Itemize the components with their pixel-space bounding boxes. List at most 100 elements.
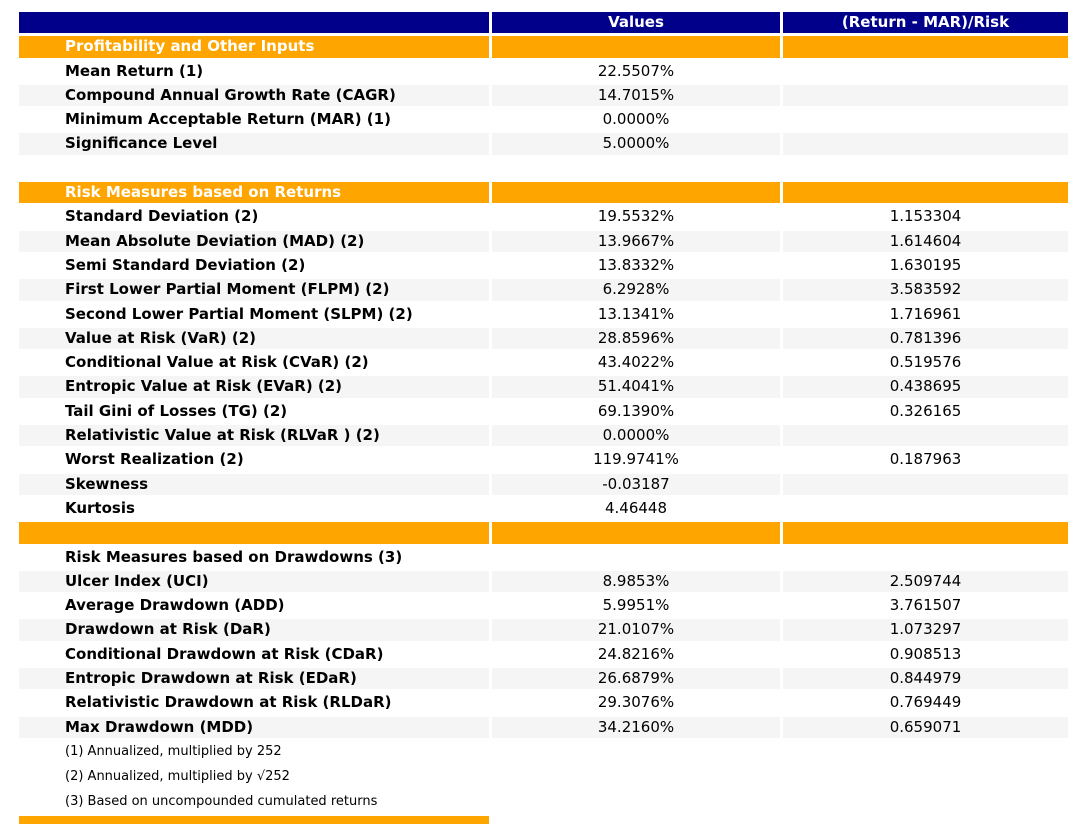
metric-value: 24.8216% xyxy=(597,644,675,663)
metric-value: 21.0107% xyxy=(492,619,780,641)
metric-value: 0.0000% xyxy=(492,425,780,447)
metric-ratio xyxy=(783,498,1068,519)
data-row: Max Drawdown (MDD) 34.2160% 0.659071 xyxy=(19,716,1068,738)
data-row: Semi Standard Deviation (2) 13.8332% 1.630… xyxy=(19,255,1068,276)
metric-ratio: 1.716961 xyxy=(889,304,962,323)
metric-value: 13.1341% xyxy=(597,304,675,323)
data-row: Value at Risk (VaR) (2) 28.8596% 0.781396 xyxy=(19,327,1068,350)
metric-label: Minimum Acceptable Return (MAR) (1) xyxy=(65,110,391,129)
empty-cell xyxy=(783,547,1068,568)
metric-label: Kurtosis xyxy=(65,498,135,517)
metric-ratio: 1.073297 xyxy=(783,619,1068,641)
section-fill xyxy=(783,182,1068,204)
metric-label: Second Lower Partial Moment (SLPM) (2) xyxy=(65,304,413,323)
metric-label: Value at Risk (VaR) (2) xyxy=(19,327,489,350)
metric-value: 119.9741% xyxy=(593,450,679,469)
data-row: Ulcer Index (UCI) 8.9853% 2.509744 xyxy=(19,570,1068,593)
metric-ratio xyxy=(783,109,1068,130)
data-row: Tail Gini of Losses (TG) (2) 69.1390% 0.32… xyxy=(19,401,1068,422)
metric-ratio: 0.908513 xyxy=(889,644,962,663)
subsection-header-row: Risk Measures based on Drawdowns (3) xyxy=(19,547,1068,568)
data-row: First Lower Partial Moment (FLPM) (2) 6.2… xyxy=(19,279,1068,301)
metric-label: Mean Return (1) xyxy=(65,61,204,80)
metric-ratio: 0.187963 xyxy=(889,450,962,469)
metric-value: 69.1390% xyxy=(597,401,675,420)
section-header-row: Profitability and Other Inputs xyxy=(19,36,1068,58)
column-header-ratio: (Return - MAR)/Risk xyxy=(783,12,1068,34)
empty-cell xyxy=(492,816,780,824)
blank-row xyxy=(19,158,1068,179)
data-row: Mean Return (1) 22.5507% xyxy=(19,61,1068,82)
metric-ratio: 3.761507 xyxy=(889,596,962,615)
section-title: Risk Measures based on Returns xyxy=(19,182,489,204)
data-row: Standard Deviation (2) 19.5532% 1.153304 xyxy=(19,206,1068,227)
section-fill xyxy=(492,36,780,58)
column-header-empty xyxy=(19,12,489,34)
empty-cell xyxy=(783,158,1068,179)
metric-label: Tail Gini of Losses (TG) (2) xyxy=(65,401,288,420)
metric-value: 51.4041% xyxy=(492,376,780,398)
metric-label: Standard Deviation (2) xyxy=(65,207,259,226)
metric-ratio: 0.781396 xyxy=(783,327,1068,350)
metric-ratio: 0.659071 xyxy=(783,716,1068,738)
metric-value: 13.9667% xyxy=(492,230,780,252)
metric-label: Conditional Drawdown at Risk (CDaR) xyxy=(65,644,384,663)
data-row: Relativistic Value at Risk (RLVaR ) (2) 0… xyxy=(19,425,1068,447)
metric-value: 4.46448 xyxy=(604,498,668,517)
metric-value: 8.9853% xyxy=(492,570,780,593)
metric-ratio: 3.583592 xyxy=(783,279,1068,301)
metric-label: Conditional Value at Risk (CVaR) (2) xyxy=(65,353,369,372)
section-divider-row xyxy=(19,522,1068,544)
metric-value: 28.8596% xyxy=(492,327,780,350)
metric-ratio: 1.630195 xyxy=(889,255,962,274)
metric-label: Entropic Value at Risk (EVaR) (2) xyxy=(19,376,489,398)
section-cut-row xyxy=(19,815,1068,824)
metric-ratio: 0.438695 xyxy=(783,376,1068,398)
metric-ratio xyxy=(783,425,1068,447)
metric-ratio: 2.509744 xyxy=(783,570,1068,593)
metric-label: Relativistic Drawdown at Risk (RLDaR) xyxy=(65,693,392,712)
metric-label: Compound Annual Growth Rate (CAGR) xyxy=(19,84,489,107)
data-row: Compound Annual Growth Rate (CAGR) 14.701… xyxy=(19,84,1068,107)
metric-label: Semi Standard Deviation (2) xyxy=(65,255,306,274)
metric-label: Skewness xyxy=(19,473,489,495)
metric-value: 22.5507% xyxy=(597,61,675,80)
data-row: Entropic Value at Risk (EVaR) (2) 51.4041… xyxy=(19,376,1068,398)
data-row: Average Drawdown (ADD) 5.9951% 3.761507 xyxy=(19,595,1068,616)
data-row: Conditional Value at Risk (CVaR) (2) 43.4… xyxy=(19,352,1068,373)
data-row: Conditional Drawdown at Risk (CDaR) 24.82… xyxy=(19,644,1068,665)
section-fill xyxy=(783,522,1068,544)
section-title: Profitability and Other Inputs xyxy=(19,36,489,58)
metric-label: Significance Level xyxy=(19,133,489,155)
risk-report-table: Values (Return - MAR)/Risk Profitability a… xyxy=(16,9,1071,824)
empty-cell xyxy=(783,816,1068,824)
metric-value: 13.8332% xyxy=(597,255,675,274)
metric-label: Drawdown at Risk (DaR) xyxy=(19,619,489,641)
column-header-values: Values xyxy=(492,12,780,34)
metric-ratio xyxy=(783,473,1068,495)
data-row: Entropic Drawdown at Risk (EDaR) 26.6879%… xyxy=(19,668,1068,690)
metric-label: Max Drawdown (MDD) xyxy=(19,716,489,738)
metric-value: 43.4022% xyxy=(597,353,675,372)
section-fill xyxy=(19,815,489,824)
metric-label: First Lower Partial Moment (FLPM) (2) xyxy=(19,279,489,301)
data-row: Kurtosis 4.46448 xyxy=(19,498,1068,519)
metric-value: 29.3076% xyxy=(597,693,675,712)
metric-label: Worst Realization (2) xyxy=(65,450,244,469)
footnote-text: (1) Annualized, multiplied by 252 xyxy=(19,740,1068,763)
section-fill xyxy=(783,36,1068,58)
empty-cell xyxy=(19,158,489,179)
metric-value: 6.2928% xyxy=(492,279,780,301)
empty-cell xyxy=(492,158,780,179)
data-row: Worst Realization (2) 119.9741% 0.187963 xyxy=(19,449,1068,470)
data-row: Second Lower Partial Moment (SLPM) (2) 13… xyxy=(19,304,1068,325)
metric-ratio: 0.326165 xyxy=(889,401,962,420)
data-row: Minimum Acceptable Return (MAR) (1) 0.000… xyxy=(19,109,1068,130)
empty-cell xyxy=(492,547,780,568)
metric-label: Relativistic Value at Risk (RLVaR ) (2) xyxy=(19,425,489,447)
subsection-title: Risk Measures based on Drawdowns (3) xyxy=(65,547,403,566)
data-row: Drawdown at Risk (DaR) 21.0107% 1.073297 xyxy=(19,619,1068,641)
metric-ratio xyxy=(783,84,1068,107)
data-row: Relativistic Drawdown at Risk (RLDaR) 29.… xyxy=(19,692,1068,713)
metric-ratio xyxy=(783,133,1068,155)
